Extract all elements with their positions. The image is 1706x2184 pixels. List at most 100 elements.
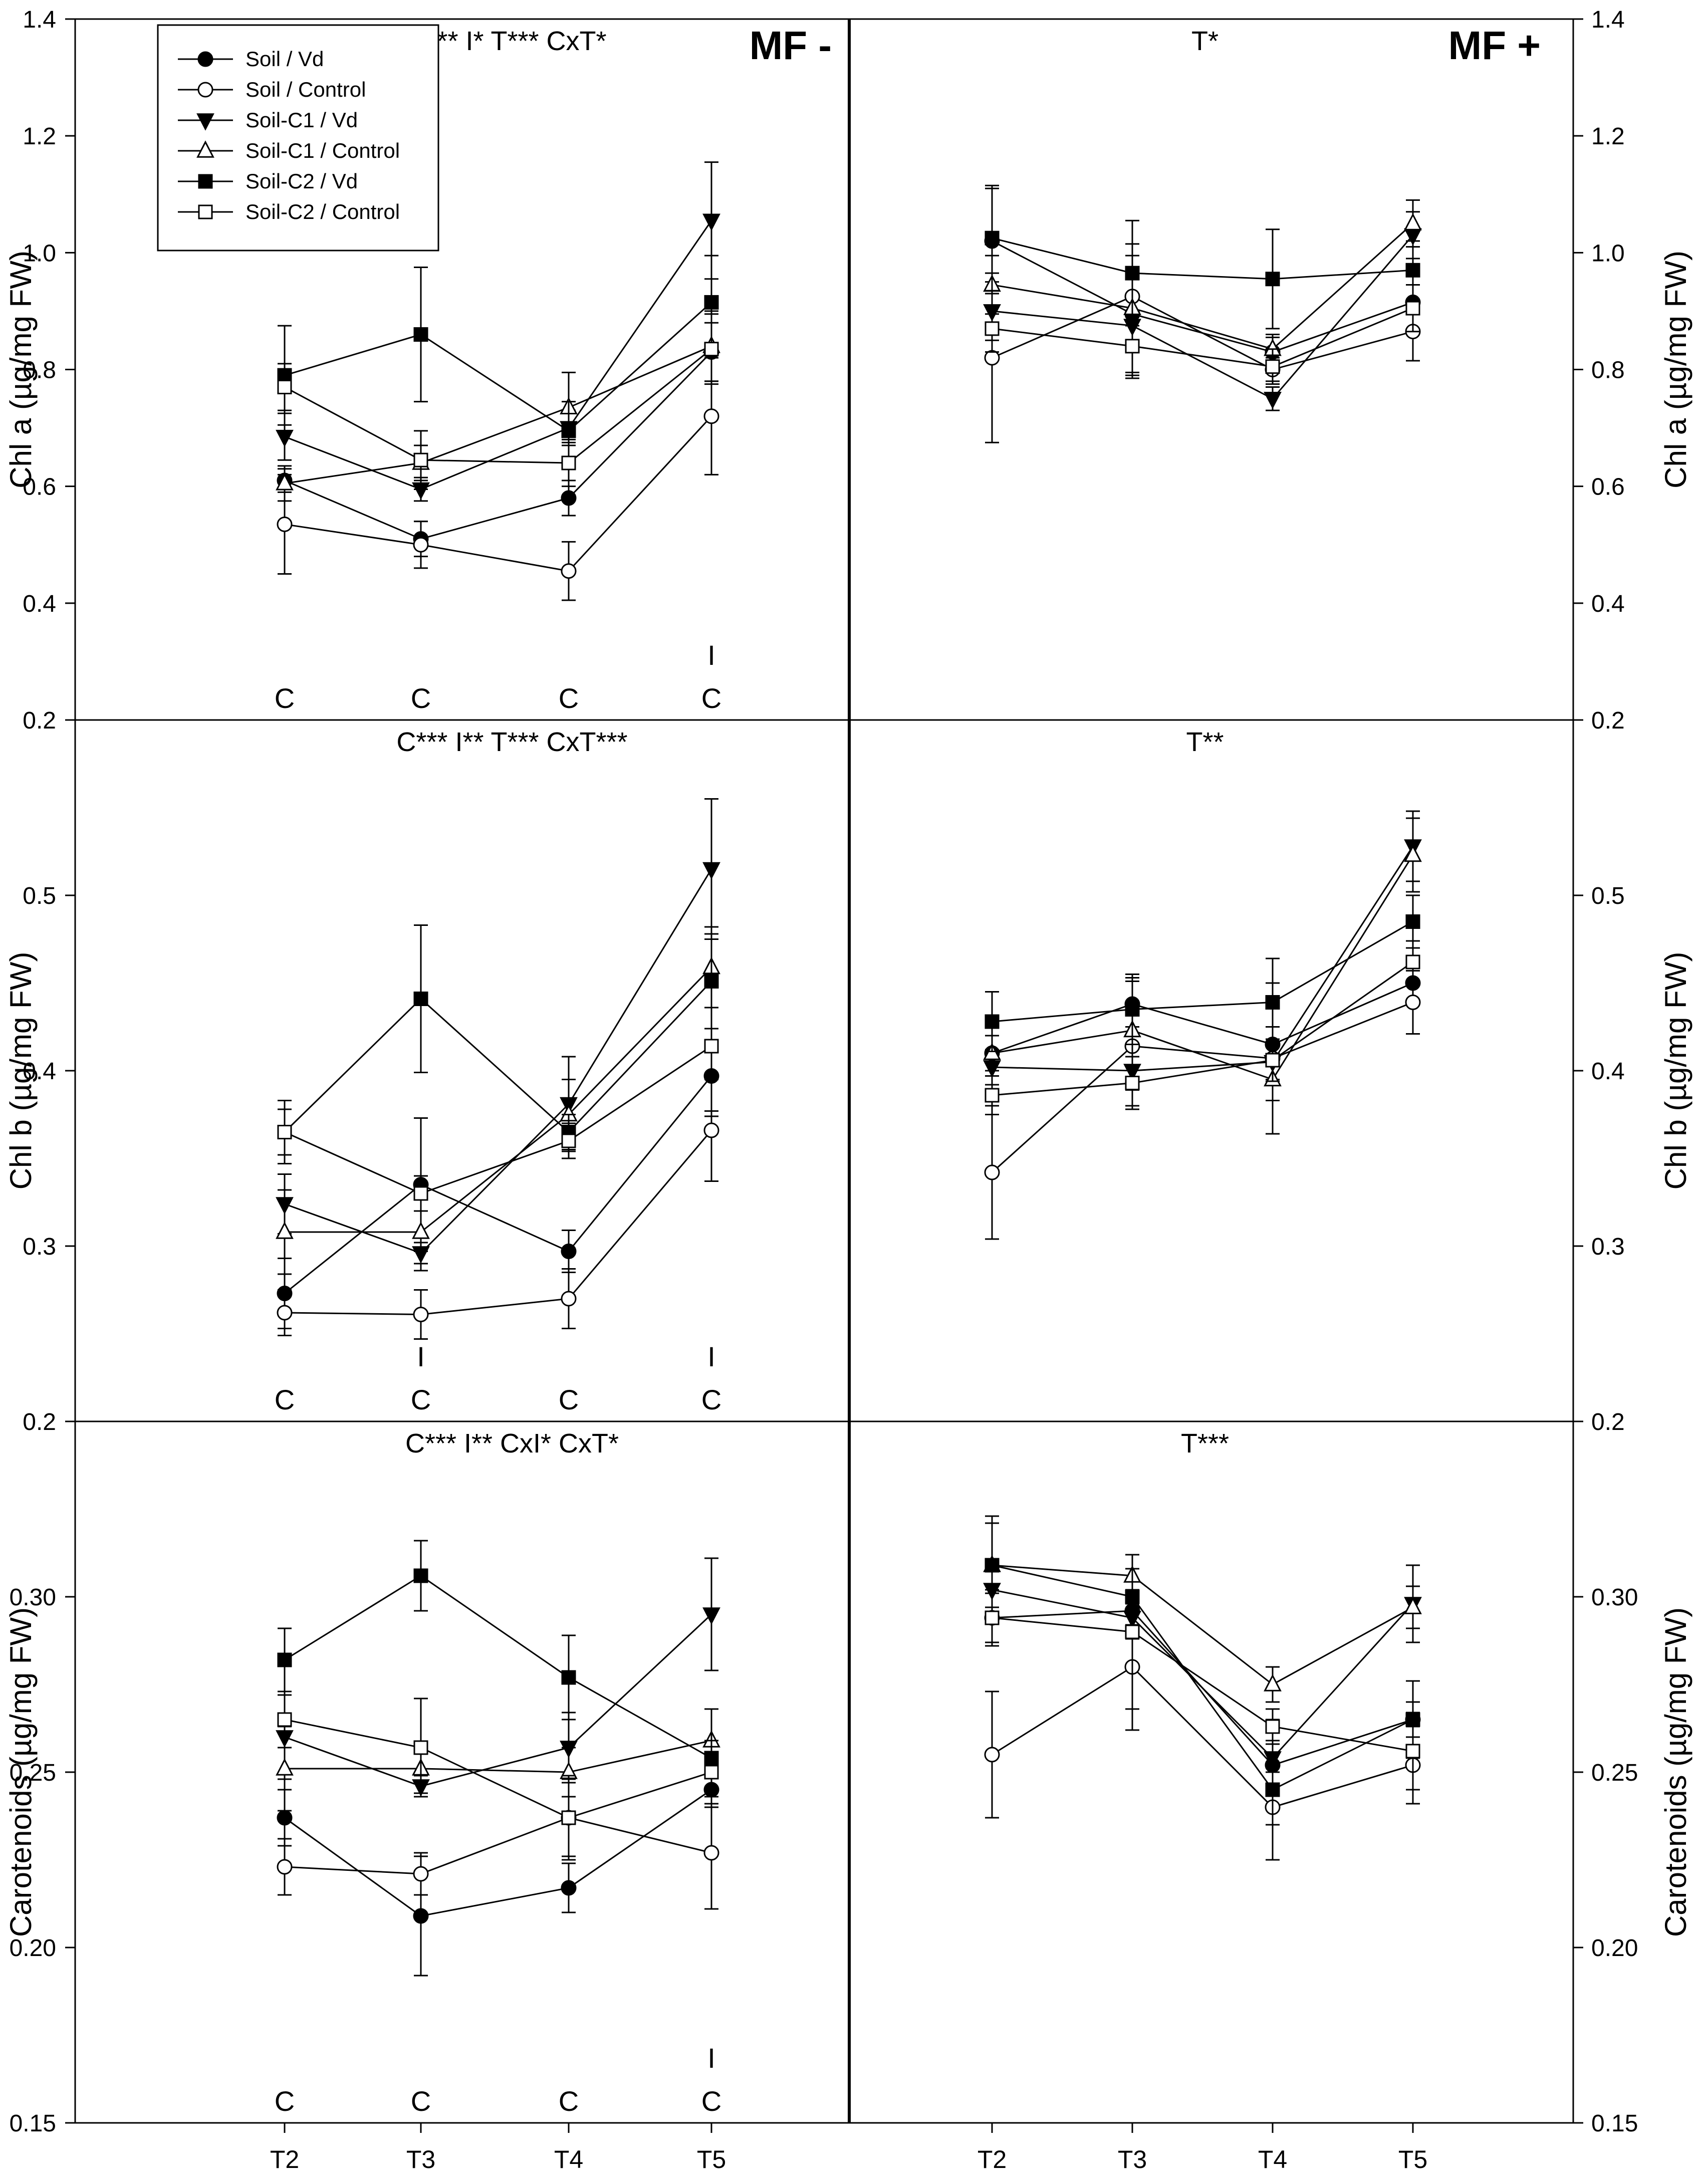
y-axis-title: Chl b (µg/mg FW)	[1659, 952, 1692, 1190]
series-line	[992, 222, 1414, 350]
data-point	[277, 1859, 293, 1875]
data-point	[561, 423, 576, 438]
data-point	[561, 1244, 577, 1259]
data-point	[276, 1758, 294, 1776]
data-point	[985, 1558, 1000, 1573]
legend-marker	[197, 82, 213, 98]
data-point	[413, 452, 428, 467]
data-point	[1404, 213, 1422, 230]
data-point	[984, 1747, 1000, 1763]
significance-label: C	[411, 2085, 431, 2117]
legend-item: Soil-C2 / Control	[178, 200, 400, 223]
y-tick-label: 0.2	[1591, 707, 1625, 734]
data-point	[1265, 995, 1280, 1010]
series-line	[284, 351, 712, 540]
y-tick-label: 0.20	[10, 1935, 56, 1962]
y-tick-label: 0.15	[10, 2110, 56, 2137]
y-tick-label: 0.3	[1591, 1234, 1625, 1260]
data-point	[561, 1880, 577, 1896]
y-tick-label: 0.5	[23, 883, 56, 909]
column-label-mf-plus: MF +	[1448, 23, 1541, 68]
series-soil-c2-vd	[277, 1540, 719, 1808]
series-soil-c2-control	[985, 940, 1420, 1115]
data-point	[1405, 1744, 1420, 1759]
y-tick-label: 0.2	[23, 707, 56, 734]
series-line	[992, 1617, 1413, 1752]
data-point	[277, 1652, 292, 1667]
data-point	[1265, 1719, 1280, 1734]
data-point	[276, 473, 294, 491]
series-line	[992, 854, 1414, 1081]
series-line	[992, 1564, 1413, 1791]
data-point	[276, 429, 294, 447]
data-point	[702, 213, 720, 231]
stats-label: C** I* T*** CxT*	[417, 26, 606, 56]
data-point	[702, 1607, 720, 1625]
series-soil-c2-control	[277, 1690, 719, 1861]
stats-label: C*** I** T*** CxT***	[396, 727, 627, 757]
series-line	[284, 345, 712, 484]
y-tick-label: 0.6	[23, 474, 56, 501]
data-point	[561, 1133, 576, 1148]
significance-label: C	[559, 682, 579, 714]
data-point	[984, 1164, 1000, 1180]
data-point	[413, 1568, 428, 1583]
data-point	[1125, 1076, 1140, 1090]
series-line	[992, 1564, 1413, 1685]
data-point	[1265, 1053, 1280, 1068]
significance-label: C	[275, 682, 295, 714]
data-point	[277, 516, 293, 532]
data-point	[1264, 392, 1282, 409]
y-tick-label: 1.0	[1591, 240, 1625, 267]
x-tick-label: T2	[270, 2145, 299, 2173]
y-tick-label: 0.25	[10, 1760, 56, 1786]
legend-item: Soil-C2 / Vd	[178, 169, 358, 193]
data-point	[277, 1712, 292, 1727]
legend-label: Soil-C1 / Vd	[246, 108, 358, 132]
data-point	[1405, 954, 1420, 969]
series-soil-c2-vd	[985, 184, 1420, 330]
data-point	[277, 1125, 292, 1139]
data-point	[561, 1810, 576, 1825]
data-point	[985, 230, 1000, 246]
series-line	[992, 982, 1413, 1054]
y-tick-label: 0.2	[1591, 1409, 1625, 1435]
series-soil-c2-control	[277, 313, 719, 490]
data-point	[985, 1014, 1000, 1029]
y-tick-label: 0.4	[23, 1058, 56, 1085]
y-tick-label: 0.30	[10, 1584, 56, 1611]
y-tick-label: 1.0	[23, 240, 56, 267]
significance-label: C	[559, 2085, 579, 2117]
series-line	[992, 921, 1413, 1023]
legend-marker	[196, 140, 214, 158]
y-tick-label: 0.4	[1591, 1058, 1625, 1085]
series-line	[284, 1075, 712, 1294]
series-line	[284, 1789, 712, 1917]
y-tick-label: 0.2	[23, 1409, 56, 1435]
series-line	[284, 415, 712, 572]
data-point	[1405, 914, 1420, 929]
data-point	[413, 1908, 429, 1924]
legend-marker	[196, 113, 214, 131]
data-point	[1125, 339, 1140, 354]
legend: Soil / Vd Soil / Control Soil-C1 / Vd Soil-…	[157, 24, 439, 252]
y-tick-label: 1.2	[23, 123, 56, 150]
x-tick-label: T3	[1118, 2145, 1147, 2173]
data-point	[1405, 995, 1421, 1010]
series-line	[992, 846, 1414, 1072]
legend-item: Soil-C1 / Control	[178, 139, 400, 162]
series-line	[284, 220, 712, 491]
series-line	[284, 1045, 712, 1194]
significance-label: I	[707, 1341, 715, 1372]
y-axis-title: Carotenoids (µg/mg FW)	[1659, 1607, 1692, 1937]
series-line	[991, 1002, 1413, 1173]
significance-label: C	[559, 1384, 579, 1415]
data-point	[413, 1866, 429, 1882]
y-tick-label: 1.4	[23, 7, 56, 33]
y-tick-label: 1.2	[1591, 123, 1625, 150]
data-point	[1405, 263, 1420, 278]
data-point	[413, 992, 428, 1006]
column-label-mf-minus: MF -	[750, 23, 832, 68]
